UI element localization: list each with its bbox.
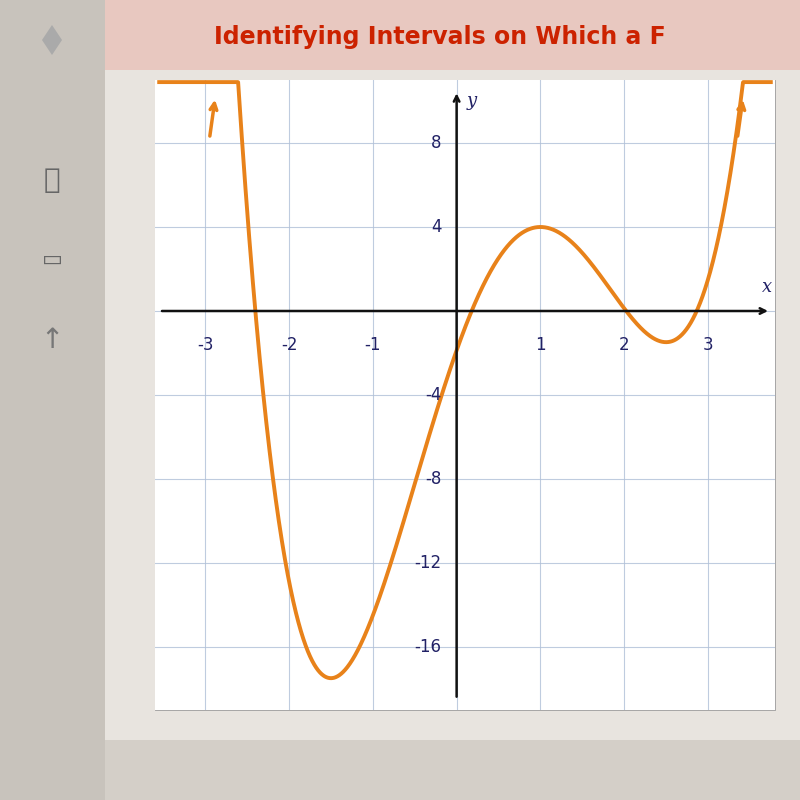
Text: -4: -4 bbox=[425, 386, 442, 404]
Text: Identifying Intervals on Which a F: Identifying Intervals on Which a F bbox=[214, 25, 666, 49]
Text: 2: 2 bbox=[619, 336, 630, 354]
Text: ▭: ▭ bbox=[42, 250, 62, 270]
Bar bbox=[105, 70, 800, 740]
Text: -16: -16 bbox=[414, 638, 442, 656]
Text: -2: -2 bbox=[281, 336, 298, 354]
Text: y: y bbox=[466, 92, 477, 110]
Bar bbox=[0, 0, 105, 800]
Polygon shape bbox=[42, 25, 62, 55]
Text: 3: 3 bbox=[702, 336, 714, 354]
Text: -1: -1 bbox=[365, 336, 381, 354]
Text: -12: -12 bbox=[414, 554, 442, 572]
Text: -8: -8 bbox=[425, 470, 442, 488]
Text: -3: -3 bbox=[197, 336, 214, 354]
Bar bbox=[85, 0, 800, 70]
Text: 8: 8 bbox=[431, 134, 442, 152]
Text: ↑: ↑ bbox=[40, 326, 64, 354]
Text: 4: 4 bbox=[431, 218, 442, 236]
Text: ⌒: ⌒ bbox=[44, 166, 60, 194]
Text: x: x bbox=[762, 278, 772, 296]
Bar bbox=[155, 80, 775, 710]
Text: 1: 1 bbox=[535, 336, 546, 354]
